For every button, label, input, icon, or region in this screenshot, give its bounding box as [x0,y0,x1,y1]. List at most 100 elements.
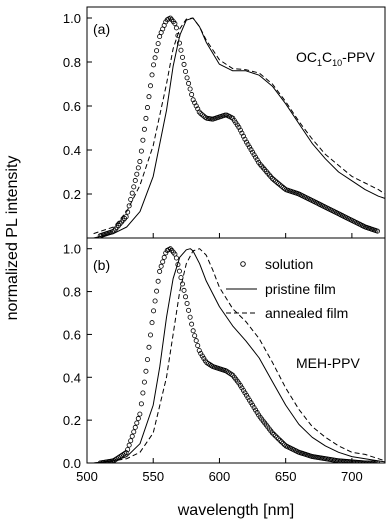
panel-b-solution-point [269,430,275,436]
panel-b-solution-point [196,347,202,353]
panel-b-x-tick-label: 500 [76,469,98,484]
x-axis-label: wavelength [nm] [177,502,295,519]
legend-solution-marker [240,261,246,267]
panel-b-solution-point [371,460,377,463]
panel-b-solution-point [160,259,166,265]
panel-a-solution-point [242,136,248,142]
panel-a-solution-point [189,92,195,98]
panel-a-annotation: OC1C10-PPV [296,49,375,68]
panel-a-solution-point [134,171,140,177]
panel-a-solution-point [274,179,280,185]
panel-a-solution-point [148,83,154,89]
panel-a-solution-point [269,176,275,182]
panel-a-solution-point [199,112,205,118]
panel-b-series-group [93,246,385,463]
panel-a-solution-point [178,47,184,53]
panel-b-solution-point [155,278,161,284]
panel-b-solution-point [280,440,286,446]
panel-b-y-tick-label: 0.6 [63,327,81,342]
panel-a-solution-point [172,21,178,27]
panel-b-solution-point [132,424,138,430]
panel-b-solution-point [179,281,185,287]
panel-b-solution-point [176,268,182,274]
panel-a-solution-point [181,61,187,67]
panel-a-solution-point [186,80,192,86]
panel-b-solution-point [163,250,169,256]
panel-b-solution-point [146,344,152,350]
panel-b-solution-point [278,439,284,445]
panel-a-label: (a) [93,21,110,37]
panel-b-solution-point [181,287,187,293]
panel-a-y-tick-label: 1.0 [63,11,81,26]
panel-a-solution-point [138,148,144,154]
panel-b-x-tick-label: 600 [209,469,231,484]
panel-b-solution-point [134,420,140,426]
legend-pristine-label: pristine film [265,281,336,297]
panel-b-solution-point [140,390,146,396]
panel-a-solution-point [140,137,146,143]
panel-a-solution-point [280,184,286,190]
panel-b: 0.0 0.2 0.4 0.6 0.8 1.0 500 550 600 650 700 (b) M… [63,237,386,484]
panel-b-solution-point [149,320,155,326]
panel-b-solution-point [161,254,167,260]
panel-a-solution-point [245,142,251,148]
panel-b-y-axis: 0.0 0.2 0.4 0.6 0.8 1.0 [63,242,92,471]
panel-a-solution-point [176,40,182,46]
panel-a-solution-point [271,177,277,183]
panel-a-solution-point [146,94,152,100]
panel-a-solution-point [135,165,141,171]
panel-b-solution-point [251,405,257,411]
panel-b-solution-point [237,382,243,388]
panel-b-solution-point [138,401,144,407]
panel-b-y-tick-label: 0.8 [63,285,81,300]
panel-b-solution-point [189,321,195,327]
panel-b-y-tick-label: 1.0 [63,242,81,257]
panel-b-plot-area [93,246,385,463]
panel-b-pristine-film-line [93,248,385,463]
panel-b-y-tick-label: 0.2 [63,413,81,428]
panel-a-solution-point [236,124,242,130]
legend: solution pristine film annealed film [226,256,348,321]
panel-a-solution-point [184,75,190,81]
panel-a-solution-point [126,203,132,209]
panel-b-solution-point [157,268,163,274]
panel-b-annealed-film-line [93,248,385,463]
panel-a-solution-point [143,115,149,121]
panel-b-solution-point [158,263,164,269]
panel-b-solution-point [275,436,281,442]
panel-b-frame [86,237,386,464]
panel-b-solution-point [254,410,260,416]
panel-b-solution-point [242,390,248,396]
panel-a-solution-point [137,159,143,165]
panel-a-plot-area [93,15,385,238]
panel-b-solution-point [253,407,259,413]
panel-b-solution-point [137,411,143,417]
panel-a-solution-point [179,54,185,60]
panel-a-solution-point [154,48,160,54]
panel-b-solution-point [277,437,283,443]
panel-a-y-tick-label: 0.6 [63,99,81,114]
panel-b-solution-point [126,442,132,448]
panel-a-solution-point [251,152,257,158]
legend-solution-label: solution [265,256,313,272]
panel-b-solution-point [271,431,277,437]
panel-b-solution-point [183,294,189,300]
panel-a-y-tick-label: 0.4 [63,143,81,158]
panel-b-solution-point [187,314,193,320]
panel-b-x-axis: 500 550 600 650 700 [76,458,363,484]
panel-b-x-tick-label: 550 [142,469,164,484]
panel-a-solution-point [278,183,284,189]
panel-b-solution-point [173,255,179,261]
panel-a-x-axis-ticks [86,233,353,238]
panel-b-solution-point [184,300,190,306]
panel-a-y-tick-label: 0.2 [63,187,81,202]
panel-a-solution-point [275,181,281,187]
panel-b-solution-point [248,400,254,406]
panel-a-solution-point [141,126,147,132]
panel-b-label: (b) [93,257,110,273]
panel-a-y-tick-label: 0.8 [63,55,81,70]
panel-a-pristine-film-line [93,17,385,238]
panel-b-solution-point [128,438,134,444]
panel-a-solution-point [250,149,256,155]
